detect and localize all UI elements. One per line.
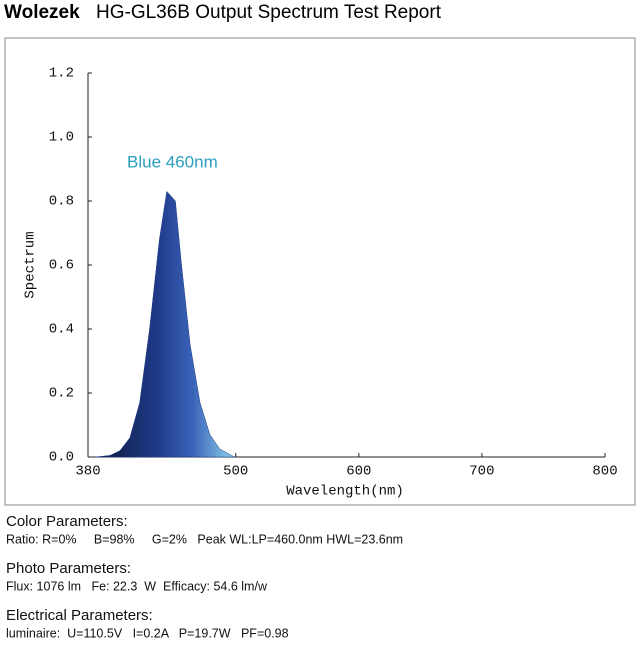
section-heading: Electrical Parameters:: [6, 607, 153, 624]
y-tick-label: 1.2: [49, 66, 74, 82]
annotation: Blue 460nm: [127, 152, 218, 171]
y-tick-label: 0.0: [49, 450, 74, 466]
frame: [4, 37, 636, 506]
brand: Wolezek: [4, 2, 80, 23]
x-tick-label: 600: [346, 464, 371, 480]
y-axis-label: Spectrum: [23, 231, 39, 298]
spectrum-area: [95, 190, 235, 458]
x-tick-label: 380: [75, 464, 100, 480]
section-line: Ratio: R=0% B=98% G=2% Peak WL:LP=460.0n…: [6, 532, 403, 546]
y-tick-label: 0.8: [49, 194, 74, 210]
x-tick-label: 700: [469, 464, 494, 480]
y-tick-label: 0.2: [49, 386, 74, 402]
x-tick-label: 800: [592, 464, 617, 480]
x-axis-label: Wavelength(nm): [286, 484, 404, 500]
y-tick-label: 1.0: [49, 130, 74, 146]
x-tick-label: 500: [223, 464, 248, 480]
title: HG-GL36B Output Spectrum Test Report: [96, 2, 442, 23]
y-tick-label: 0.4: [49, 322, 74, 338]
section-heading: Color Parameters:: [6, 513, 128, 530]
y-tick-label: 0.6: [49, 258, 74, 274]
section-heading: Photo Parameters:: [6, 560, 131, 577]
section-line: luminaire: U=110.5V I=0.2A P=19.7W PF=0.…: [6, 626, 289, 640]
section-line: Flux: 1076 lm Fe: 22.3 W Efficacy: 54.6 …: [6, 579, 268, 593]
